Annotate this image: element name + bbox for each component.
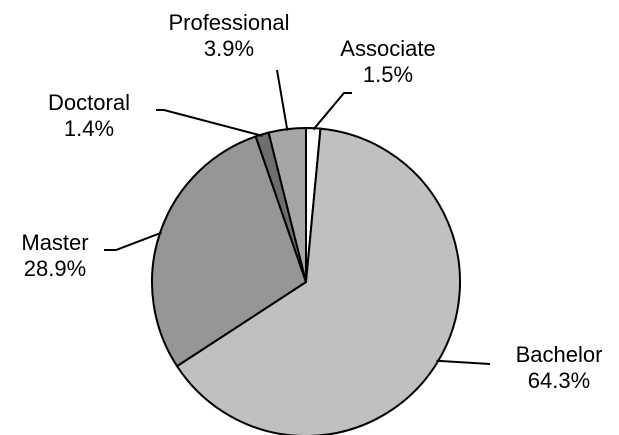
pie-slices [151, 126, 461, 435]
slice-label-value-bachelor: 64.3% [528, 368, 590, 393]
slice-label-name-associate: Associate [340, 36, 435, 61]
slice-label-name-doctoral: Doctoral [48, 90, 130, 115]
slice-label-value-master: 28.9% [24, 256, 86, 281]
slice-label-value-professional: 3.9% [204, 36, 254, 61]
slice-label-value-doctoral: 1.4% [64, 116, 114, 141]
slice-label-name-bachelor: Bachelor [516, 342, 603, 367]
slice-label-name-master: Master [21, 230, 88, 255]
slice-label-value-associate: 1.5% [363, 62, 413, 87]
leader-line-professional [276, 69, 289, 131]
leader-line-associate [312, 92, 352, 131]
leader-line-master [104, 231, 163, 251]
slice-label-name-professional: Professional [168, 10, 289, 35]
leader-line-bachelor [436, 359, 491, 365]
leader-lines [104, 69, 491, 365]
leader-line-doctoral [156, 109, 263, 137]
